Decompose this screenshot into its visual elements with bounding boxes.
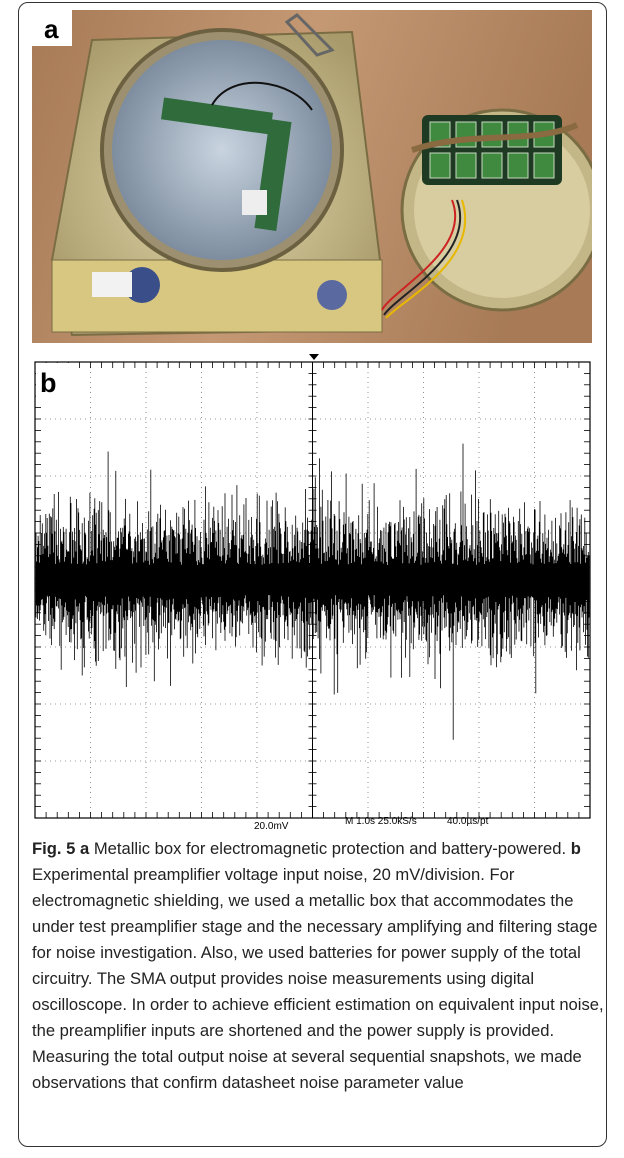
caption-panel-label: a	[79, 839, 90, 858]
trigger-marker	[309, 354, 319, 360]
figure-frame	[18, 2, 607, 1147]
caption-text: Experimental preamplifier voltage input …	[32, 865, 604, 1092]
panel-label: b	[40, 368, 57, 398]
photo-panel-a: a	[32, 10, 592, 343]
oscilloscope-panel-b: b 20.0mV M 1.0s 25.0kS/s 40.0µs/pt	[34, 354, 591, 832]
panel-label: a	[44, 14, 59, 44]
figure-caption: Fig. 5 a Metallic box for electromagneti…	[32, 836, 606, 1096]
scale-label: 20.0mV	[254, 821, 289, 832]
sampling-label: 40.0µs/pt	[447, 816, 489, 827]
noise-trace-path	[35, 443, 590, 740]
noise-trace	[35, 443, 590, 740]
figure-label: Fig. 5	[32, 839, 76, 858]
caption-text: Metallic box for electromagnetic protect…	[93, 839, 567, 858]
scope-grid	[34, 361, 591, 819]
timebase-label: M 1.0s 25.0kS/s	[345, 816, 417, 827]
caption-panel-label: b	[570, 839, 581, 858]
scope-border	[34, 361, 591, 819]
